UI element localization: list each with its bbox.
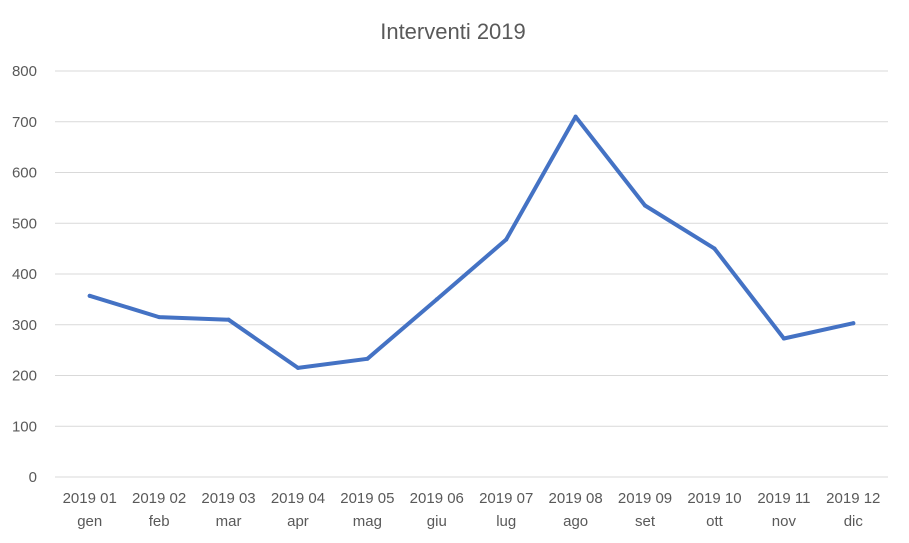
- data-point: [573, 114, 578, 119]
- x-axis-tick-labels: 2019 01 gen 2019 02 feb 2019 03 mar 2019 04 apr…: [63, 490, 881, 530]
- data-point: [87, 293, 92, 298]
- series-layer: [87, 114, 856, 370]
- x-tick-label: 2019 09: [618, 490, 672, 507]
- x-tick-sublabel: nov: [772, 513, 797, 530]
- data-point: [226, 317, 231, 322]
- y-tick-label: 200: [12, 368, 37, 385]
- data-point: [434, 297, 439, 302]
- x-tick-label: 2019 11: [757, 490, 810, 507]
- x-tick-label: 2019 03: [201, 490, 255, 507]
- x-tick-sublabel: mag: [353, 513, 382, 530]
- data-point: [781, 336, 786, 341]
- data-point: [851, 321, 856, 326]
- x-tick-label: 2019 01: [63, 490, 117, 507]
- y-tick-label: 800: [12, 63, 37, 80]
- y-tick-label: 300: [12, 317, 37, 334]
- data-point: [295, 365, 300, 370]
- x-tick-sublabel: ago: [563, 513, 588, 530]
- x-tick-label: 2019 04: [271, 490, 325, 507]
- y-tick-label: 0: [29, 469, 37, 486]
- y-axis-tick-labels: 0 100 200 300 400 500 600 700 800: [12, 63, 37, 486]
- x-tick-sublabel: feb: [149, 513, 170, 530]
- y-tick-label: 700: [12, 114, 37, 131]
- data-point: [643, 203, 648, 208]
- x-tick-sublabel: giu: [427, 513, 447, 530]
- series-line-0: [87, 114, 856, 370]
- x-tick-label: 2019 12: [826, 490, 880, 507]
- y-tick-label: 600: [12, 165, 37, 182]
- y-tick-label: 500: [12, 215, 37, 232]
- y-gridlines: [55, 70, 888, 478]
- x-tick-sublabel: dic: [844, 513, 864, 530]
- x-tick-sublabel: gen: [77, 513, 102, 530]
- x-tick-label: 2019 10: [687, 490, 741, 507]
- x-tick-label: 2019 05: [340, 490, 394, 507]
- x-tick-label: 2019 06: [410, 490, 464, 507]
- data-point: [712, 246, 717, 251]
- y-tick-label: 400: [12, 266, 37, 283]
- y-tick-label: 100: [12, 418, 37, 435]
- x-tick-sublabel: mar: [216, 513, 242, 530]
- x-tick-sublabel: ott: [706, 513, 724, 530]
- x-tick-label: 2019 02: [132, 490, 186, 507]
- data-point: [365, 356, 370, 361]
- x-tick-sublabel: set: [635, 513, 656, 530]
- chart-title: Interventi 2019: [380, 19, 526, 44]
- x-tick-sublabel: lug: [496, 513, 516, 530]
- x-tick-label: 2019 08: [549, 490, 603, 507]
- data-point: [504, 237, 509, 242]
- x-tick-sublabel: apr: [287, 513, 309, 530]
- x-tick-label: 2019 07: [479, 490, 533, 507]
- data-point: [157, 315, 162, 320]
